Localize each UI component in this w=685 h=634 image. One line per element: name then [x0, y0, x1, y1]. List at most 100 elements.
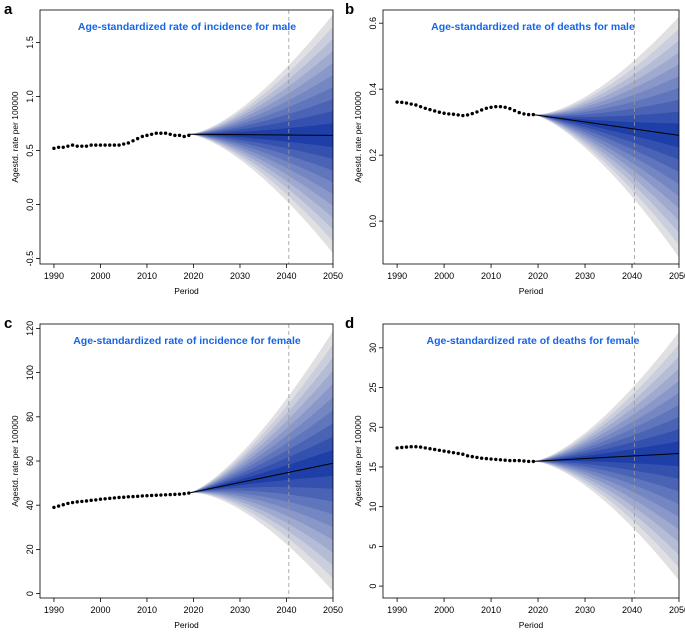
observed-point	[409, 102, 413, 106]
observed-point	[182, 492, 186, 496]
observed-point	[479, 456, 484, 460]
observed-point	[522, 459, 526, 463]
observed-point	[187, 133, 191, 138]
observed-point	[470, 111, 474, 116]
observed-point	[145, 493, 149, 498]
panel-c: 1990 2000 2010 2020 2030 2040 2050Period020406…	[4, 315, 343, 630]
observed-point	[432, 109, 437, 113]
observed-point	[447, 450, 451, 454]
observed-point	[479, 108, 484, 112]
observed-point	[131, 494, 135, 499]
observed-point	[531, 459, 536, 464]
panel-letter: b	[345, 1, 354, 18]
x-tick-label: 1990	[44, 605, 64, 615]
x-axis-label: Period	[174, 620, 199, 630]
x-axis: 1990 2000 2010 2020 2030 2040 2050 Period	[387, 598, 685, 630]
observed-point	[70, 500, 75, 505]
observed-point	[512, 108, 517, 113]
observed-point	[61, 503, 65, 507]
observed-point	[89, 143, 93, 147]
panel-letter: c	[4, 315, 12, 332]
observed-point	[89, 498, 93, 503]
observed-point	[512, 458, 517, 463]
observed-point	[126, 495, 131, 499]
observed-point	[498, 104, 503, 109]
observed-point	[159, 131, 163, 135]
observed-point	[75, 144, 79, 148]
observed-point	[470, 454, 474, 459]
panel-d: 1990200020102020203020402050Period051015…	[345, 315, 685, 630]
observed-point	[451, 112, 456, 116]
observed-point	[149, 132, 154, 136]
observed-point	[177, 492, 182, 496]
projected-median-line	[533, 114, 680, 136]
y-axis: -0.5 0.0 0.5 1.0 1.5 Agestd. rate per 100000	[10, 36, 40, 266]
observed-point	[98, 143, 103, 147]
x-tick-label: 2030	[230, 271, 250, 281]
observed-point	[428, 107, 432, 112]
observed-point	[112, 496, 117, 500]
observed-point	[517, 458, 521, 463]
observed-point	[414, 103, 418, 107]
x-tick-label: 2050	[323, 271, 343, 281]
y-tick-label: 0	[25, 591, 35, 596]
prediction-fan	[188, 330, 333, 592]
x-tick-label: 2000	[90, 605, 110, 615]
panel-title: Age-standardized rate of incidence for f…	[73, 335, 301, 347]
observed-point	[80, 144, 84, 148]
band-10pct	[188, 449, 333, 494]
observed-point	[423, 106, 427, 111]
y-axis-label: Agestd. rate per 100000	[10, 91, 20, 182]
observed-point	[177, 133, 182, 138]
observed-point	[103, 143, 107, 147]
y-tick-label: 0.6	[368, 17, 378, 30]
x-axis-label: Period	[519, 620, 544, 630]
x-tick-label: 2010	[137, 271, 157, 281]
observed-point	[154, 131, 158, 135]
observed-point	[52, 505, 56, 510]
observed-point	[418, 445, 423, 449]
x-axis: 1990 2000 2010 2020 2030 2040 2050 Period	[44, 264, 343, 296]
observed-point	[122, 142, 126, 146]
observed-point	[423, 446, 427, 450]
observed-point	[70, 143, 75, 147]
observed-point	[135, 494, 140, 499]
observed-point	[447, 112, 451, 116]
observed-point	[517, 110, 521, 115]
y-tick-label: 20	[25, 544, 35, 554]
observed-point	[145, 133, 149, 138]
x-tick-label: 2040	[622, 271, 642, 281]
plot-frame	[39, 9, 334, 265]
y-tick-label: 0.4	[368, 83, 378, 96]
observed-point	[84, 499, 89, 503]
observed-point	[395, 100, 399, 104]
y-tick-label: 0.5	[25, 144, 35, 157]
observed-point	[508, 458, 512, 463]
x-tick-label: 2020	[183, 605, 203, 615]
y-tick-label: 60	[25, 456, 35, 466]
x-tick-label: 1990	[387, 605, 407, 615]
observed-point	[108, 143, 112, 147]
x-tick-label: 2010	[481, 271, 501, 281]
x-tick-label: 2040	[276, 605, 296, 615]
panel-title: Age-standardized rate of deaths for fema…	[427, 335, 640, 347]
x-tick-label: 2050	[323, 605, 343, 615]
panel-a: 1990 2000 2010 2020 2030 2040 2050 Period -0.5 0.…	[4, 1, 343, 296]
observed-point	[140, 134, 145, 139]
observed-point	[173, 133, 177, 138]
y-tick-label: 5	[368, 544, 378, 549]
observed-point	[108, 496, 112, 501]
x-tick-label: 2020	[528, 605, 548, 615]
x-tick-label: 2040	[622, 605, 642, 615]
observed-point	[404, 445, 409, 449]
y-tick-label: 20	[368, 422, 378, 432]
y-tick-label: 80	[25, 412, 35, 422]
panel-letter: a	[4, 1, 13, 18]
observed-point	[484, 456, 489, 461]
projected-median-line	[188, 133, 334, 136]
y-axis-label: Agestd. rate per 100000	[10, 415, 20, 506]
y-tick-label: 100	[25, 365, 35, 380]
observed-point	[173, 492, 177, 497]
band-10pct	[533, 441, 679, 467]
observed-point	[400, 100, 404, 105]
